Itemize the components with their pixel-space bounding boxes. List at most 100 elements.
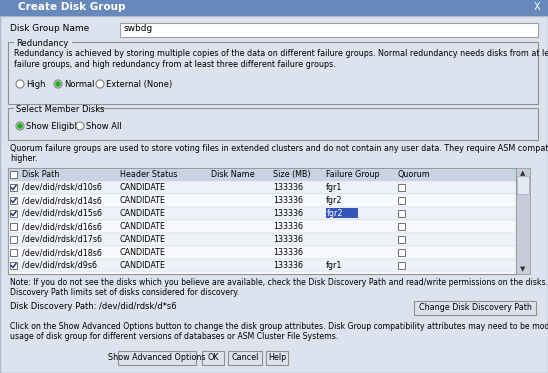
Bar	[9, 220, 515, 233]
Text: Quorum failure groups are used to store voting files in extended clusters and do: Quorum failure groups are used to store …	[10, 144, 548, 153]
Bar	[398, 249, 405, 256]
Text: Size (MB): Size (MB)	[273, 170, 311, 179]
Bar	[10, 236, 17, 243]
Text: 133336: 133336	[273, 183, 303, 192]
Text: 133336: 133336	[273, 248, 303, 257]
Text: CANDIDATE: CANDIDATE	[120, 183, 166, 192]
Bar	[120, 23, 538, 37]
Text: /dev/did/rdsk/d10s6: /dev/did/rdsk/d10s6	[22, 183, 102, 192]
Circle shape	[18, 124, 22, 128]
Bar	[326, 208, 358, 218]
Text: failure groups, and high redundancy from at least three different failure groups: failure groups, and high redundancy from…	[14, 60, 336, 69]
Bar	[10, 184, 17, 191]
Text: CANDIDATE: CANDIDATE	[120, 235, 166, 244]
Text: fgr2: fgr2	[326, 196, 342, 205]
Bar	[266, 351, 288, 365]
Bar	[10, 210, 17, 217]
Text: 133336: 133336	[273, 209, 303, 218]
Bar	[9, 246, 515, 259]
Text: Failure Group: Failure Group	[326, 170, 380, 179]
Text: Disk Group Name: Disk Group Name	[10, 24, 89, 33]
Text: CANDIDATE: CANDIDATE	[120, 261, 166, 270]
Text: fgr1: fgr1	[326, 183, 342, 192]
Text: /dev/did/rdsk/d17s6: /dev/did/rdsk/d17s6	[22, 235, 102, 244]
Text: Disk Discovery Path: /dev/did/rdsk/d*s6: Disk Discovery Path: /dev/did/rdsk/d*s6	[10, 302, 176, 311]
Text: 133336: 133336	[273, 222, 303, 231]
Bar	[398, 223, 405, 230]
Bar	[0, 0, 548, 16]
Text: Show All: Show All	[86, 122, 122, 131]
Text: Show Advanced Options: Show Advanced Options	[109, 354, 206, 363]
Bar	[414, 301, 536, 315]
Bar	[8, 168, 516, 181]
Text: Cancel: Cancel	[231, 354, 259, 363]
Text: swbdg: swbdg	[124, 24, 153, 33]
Text: 133336: 133336	[273, 196, 303, 205]
Text: fgr2: fgr2	[327, 209, 344, 218]
Text: Normal: Normal	[64, 80, 94, 89]
Bar	[8, 108, 538, 140]
Bar	[9, 194, 515, 207]
Bar	[398, 236, 405, 243]
Text: High: High	[26, 80, 45, 89]
Text: /dev/did/rdsk/d14s6: /dev/did/rdsk/d14s6	[22, 196, 102, 205]
Text: Discovery Path limits set of disks considered for discovery.: Discovery Path limits set of disks consi…	[10, 288, 239, 297]
Bar	[516, 168, 530, 274]
Text: OK: OK	[207, 354, 219, 363]
Bar	[398, 210, 405, 217]
Text: usage of disk group for different versions of databases or ASM Cluster File Syst: usage of disk group for different versio…	[10, 332, 338, 341]
Circle shape	[76, 122, 84, 130]
Bar	[10, 249, 17, 256]
Bar	[9, 233, 515, 246]
Text: CANDIDATE: CANDIDATE	[120, 196, 166, 205]
Text: Quorum: Quorum	[398, 170, 431, 179]
Bar	[9, 181, 515, 194]
Bar	[10, 223, 17, 230]
Text: Disk Path: Disk Path	[22, 170, 59, 179]
Bar	[8, 42, 538, 104]
Bar	[10, 262, 17, 269]
Circle shape	[56, 82, 60, 86]
Bar	[14, 41, 72, 49]
Text: CANDIDATE: CANDIDATE	[120, 248, 166, 257]
Circle shape	[54, 80, 62, 88]
Text: fgr1: fgr1	[326, 261, 342, 270]
Text: higher.: higher.	[10, 154, 37, 163]
Text: ▲: ▲	[520, 170, 526, 176]
Text: Select Member Disks: Select Member Disks	[16, 105, 105, 114]
Bar	[398, 184, 405, 191]
Bar	[9, 259, 515, 272]
Bar	[8, 168, 516, 274]
Text: Show Eligible: Show Eligible	[26, 122, 82, 131]
Text: /dev/did/rdsk/d15s6: /dev/did/rdsk/d15s6	[22, 209, 102, 218]
Text: Disk Name: Disk Name	[211, 170, 255, 179]
Text: 133336: 133336	[273, 261, 303, 270]
Circle shape	[16, 80, 24, 88]
Bar	[517, 176, 529, 194]
Bar	[14, 107, 96, 115]
Text: 133336: 133336	[273, 235, 303, 244]
Text: X: X	[533, 2, 540, 12]
Text: Header Status: Header Status	[120, 170, 178, 179]
Bar	[228, 351, 262, 365]
Text: /dev/did/rdsk/d18s6: /dev/did/rdsk/d18s6	[22, 248, 102, 257]
Text: CANDIDATE: CANDIDATE	[120, 209, 166, 218]
Text: /dev/did/rdsk/d9s6: /dev/did/rdsk/d9s6	[22, 261, 97, 270]
Bar	[118, 351, 196, 365]
Bar	[10, 171, 17, 178]
Text: CANDIDATE: CANDIDATE	[120, 222, 166, 231]
Bar	[10, 197, 17, 204]
Text: Redundancy is achieved by storing multiple copies of the data on different failu: Redundancy is achieved by storing multip…	[14, 49, 548, 58]
Text: Note: If you do not see the disks which you believe are available, check the Dis: Note: If you do not see the disks which …	[10, 278, 548, 287]
Bar	[398, 262, 405, 269]
Circle shape	[96, 80, 104, 88]
Text: Help: Help	[268, 354, 286, 363]
Text: Create Disk Group: Create Disk Group	[18, 2, 125, 12]
Text: Click on the Show Advanced Options button to change the disk group attributes. D: Click on the Show Advanced Options butto…	[10, 322, 548, 331]
Text: /dev/did/rdsk/d16s6: /dev/did/rdsk/d16s6	[22, 222, 102, 231]
Text: Redundancy: Redundancy	[16, 39, 68, 48]
Bar	[202, 351, 224, 365]
Bar	[9, 207, 515, 220]
Circle shape	[16, 122, 24, 130]
Bar	[398, 197, 405, 204]
